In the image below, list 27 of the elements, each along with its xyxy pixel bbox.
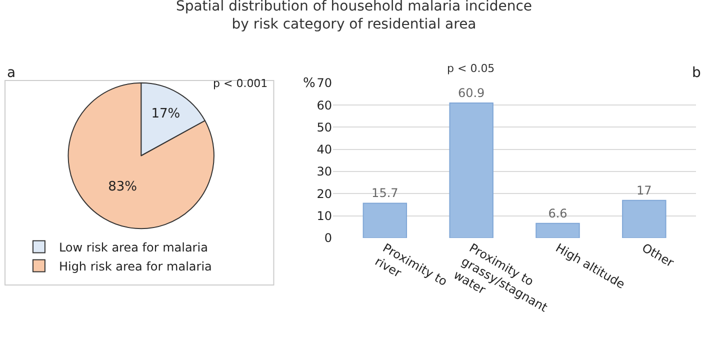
y-tick-label: 70 xyxy=(316,76,332,90)
y-tick-label: 40 xyxy=(316,142,332,157)
data-label: 60.9 xyxy=(458,86,485,100)
y-tick-label: 10 xyxy=(316,209,332,224)
text: a xyxy=(7,65,16,81)
data-label: 83% xyxy=(108,180,138,195)
bar xyxy=(449,102,494,238)
y-tick-label: 20 xyxy=(316,186,332,201)
y-axis-title: % xyxy=(303,76,316,91)
text: Spatial distribution of household malaria incidence by risk category of residential area xyxy=(176,0,532,33)
data-label: 17 xyxy=(636,183,652,198)
text: b xyxy=(692,65,701,81)
legend-label: Low risk area for malaria xyxy=(58,240,208,254)
bar xyxy=(536,222,580,238)
data-label: 6.6 xyxy=(548,206,568,220)
pie-slice xyxy=(68,82,214,230)
y-tick-label: 50 xyxy=(316,120,332,134)
y-tick-label: 30 xyxy=(316,164,332,179)
data-label: 15.7 xyxy=(372,186,398,200)
y-tick-label: 0 xyxy=(324,231,332,246)
y-tick-label: 60 xyxy=(316,98,332,112)
data-label: 17% xyxy=(151,106,180,122)
legend-label: High risk area for malaria xyxy=(58,259,212,274)
text: p < 0.05 xyxy=(447,62,495,75)
text: p < 0.001 xyxy=(213,77,268,90)
bar xyxy=(362,202,408,238)
bar xyxy=(622,200,666,238)
